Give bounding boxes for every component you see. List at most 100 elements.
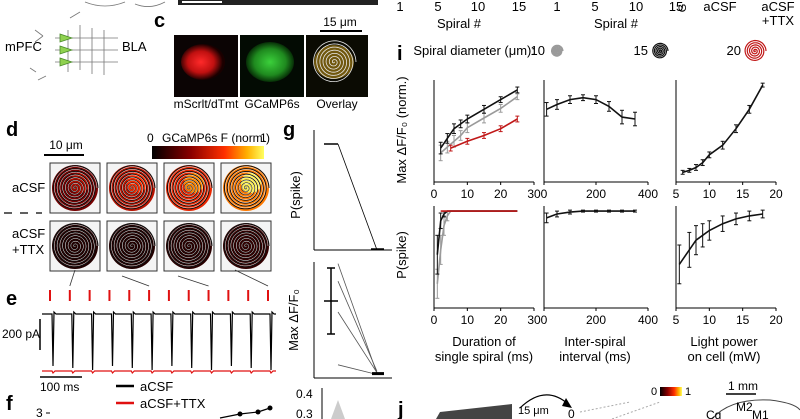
panel-f-trace-fragment [219,407,271,419]
legend-spiral [551,44,564,57]
i-xtick-label: 200 [586,187,606,201]
j-m2: M2 [736,400,753,414]
panel-f-point-2 [255,409,261,415]
colorbar-max: 1 [260,131,267,145]
strip-cond-acsf: aCSF [703,0,736,14]
i-xtick-label: 20 [494,313,508,327]
cell-spiral-highlight [111,224,155,267]
overlay-spiral-path [313,40,357,82]
legend-spiral [652,42,669,59]
i-subplot-1: 0 200 400 [541,80,658,201]
cell-spiral-highlight [225,224,269,267]
strip-cond-acsf-ttx-1: aCSF [761,0,794,14]
pa-scale-text: 200 pA [2,327,40,341]
i-xlabel1-a: Duration of [452,334,516,349]
panel-g-bottom: 0.4 0.3 [296,387,345,419]
strip-left-tick-0: 1 [396,0,403,14]
legend-label-acsf-ttx: aCSF+TTX [140,396,206,411]
red-cell-blob [181,44,225,80]
strip-mid-xlabel: Spiral # [594,16,639,31]
i-xtick-label: 15 [736,313,750,327]
trace-acsf-ttx [42,370,276,375]
i-xtick-label: 20 [769,313,783,327]
caption-overlay: Overlay [316,97,357,111]
i-series-line [546,96,636,120]
cell-spiral-highlight [168,224,212,267]
i-xtick-label: 20 [494,187,508,201]
g-bottom-fragment [331,400,345,419]
legend-diameter-label: 10 [531,43,545,58]
i-subplot-4: 0 200 400 [541,206,658,327]
i-subplot-2: 5 10 15 20 [673,80,783,201]
panel-f-ytick: 3 [36,406,43,419]
legend-label-acsf: aCSF [140,379,173,394]
row-label-acsf-ttx-1: aCSF [12,226,45,241]
g-mid-pair-line [337,263,378,374]
panel-label-j: j [397,399,404,419]
i-xtick-label: 5 [673,187,680,201]
i-xtick-label: 400 [638,313,658,327]
i-series-line [546,210,635,219]
panel-label-e: e [6,288,17,310]
strip-left-xlabel: Spiral # [437,16,482,31]
i-xtick-label: 10 [703,187,717,201]
neuron-soma-1 [59,33,74,43]
panel-label-f: f [6,393,13,415]
trace-acsf [42,310,276,371]
i-ylabel-top: Max ΔF/F₀ (norm.) [394,76,409,183]
i-xtick-label: 10 [703,313,717,327]
i-series-line [678,213,763,265]
i-subplot-0: 0 10 20 30 [431,80,541,201]
colorbar-min: 0 [147,131,154,145]
strip-left-tick-1: 5 [434,0,441,14]
connector-line [177,275,209,287]
caption-gcamp: GCaMP6s [244,97,299,111]
i-xlabel2-a: Inter-spiral [564,334,626,349]
i-xtick-label: 30 [527,313,541,327]
connector-lines [69,269,269,287]
strip-left-tick-2: 10 [471,0,485,14]
j-m1: M1 [752,408,769,419]
connector-line [69,269,76,287]
connector-line [234,269,269,287]
panel-label-i: i [397,43,403,65]
g-mid-pair-line [337,281,378,372]
i-series-line [436,210,518,284]
panel-g-mid: Max ΔF/F₀ [286,262,392,379]
i-ylabel-bottom: P(spike) [394,231,409,279]
panel-d-grid [49,162,272,272]
i-xtick-label: 0 [431,313,438,327]
i-xtick-label: 10 [461,313,475,327]
stim-markers [49,290,269,301]
i-series-line [440,89,518,149]
j-scale-text: 15 μm [518,405,549,417]
j-colorbar-min: 0 [651,386,657,398]
spiral-legend: 10 15 20 [531,39,767,62]
j-3d-box [579,401,661,419]
panel-f-point-1 [237,411,243,417]
row-label-acsf: aCSF [12,180,45,195]
label-mpfc: mPFC [5,39,42,54]
panel-label-g: g [283,119,295,141]
truncated-scale-bar [182,1,222,3]
i-series-line [436,210,518,255]
label-bla: BLA [122,39,147,54]
legend-title: Spiral diameter (μm): [413,43,535,58]
j-colorbar [660,387,682,396]
i-xtick-label: 10 [461,187,475,201]
g-top-pair-line [337,143,378,251]
strip-mid-tick-2: 10 [629,0,643,14]
panel-label-c: c [154,10,165,32]
caption-mscrlt: mScrlt/dTmt [174,97,239,111]
time-scale-text: 100 ms [40,380,79,394]
cell-spiral-highlight [54,166,98,209]
i-xtick-label: 15 [736,187,750,201]
g-mid-pair-line [337,311,378,373]
j-tick-0: 0 [568,407,575,419]
legend-diameter-label: 15 [634,43,648,58]
neuron-soma-3 [59,57,74,67]
j-cg: Cg [706,408,721,419]
strip-mid-tick-3: 15 [669,0,683,14]
truncated-image-strip [178,0,378,5]
